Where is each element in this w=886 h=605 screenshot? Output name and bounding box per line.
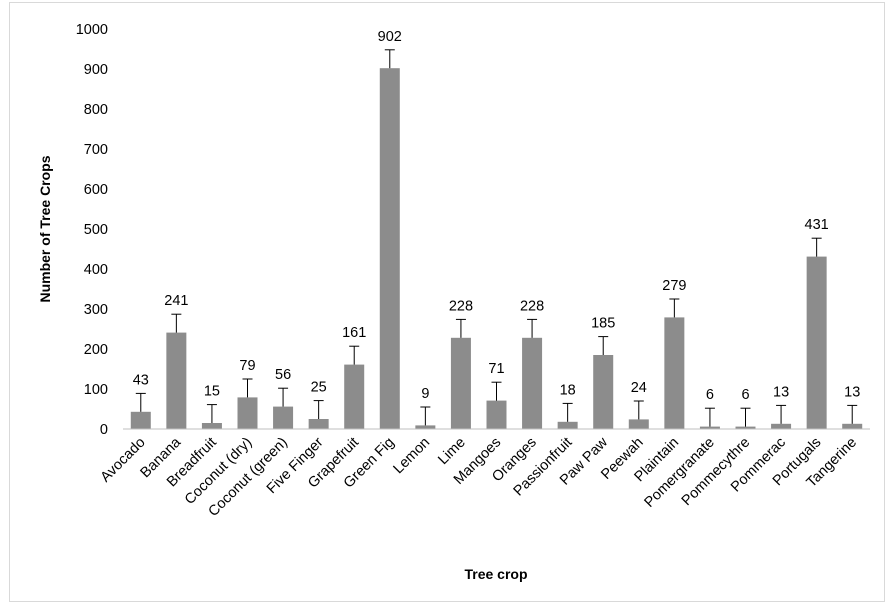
data-label: 13 (773, 384, 789, 400)
data-label: 25 (311, 380, 327, 396)
bar (593, 355, 614, 429)
x-axis-title: Tree crop (464, 566, 527, 582)
y-tick-label: 400 (84, 262, 108, 278)
data-label: 43 (133, 372, 149, 388)
bar (344, 364, 365, 429)
chart-frame (9, 2, 885, 602)
bar (557, 421, 578, 429)
data-label: 228 (520, 298, 544, 314)
data-label: 24 (631, 380, 647, 396)
bar (237, 397, 258, 429)
bar (166, 332, 187, 429)
bar (415, 425, 436, 429)
data-label: 79 (239, 358, 255, 374)
y-tick-label: 200 (84, 342, 108, 358)
y-tick-label: 300 (84, 302, 108, 318)
bar (806, 256, 827, 429)
data-label: 9 (421, 386, 429, 402)
bars (130, 68, 863, 429)
bar (450, 337, 471, 429)
y-axis-title: Number of Tree Crops (37, 155, 53, 302)
data-label: 13 (844, 384, 860, 400)
y-tick-label: 100 (84, 382, 108, 398)
data-label: 18 (560, 382, 576, 398)
bar (201, 423, 222, 429)
y-axis-ticks: 0 100 200 300 400 500 600 700 800 900 1000 (76, 22, 108, 438)
bar (130, 411, 151, 429)
data-label: 902 (378, 29, 402, 45)
bar (522, 337, 543, 429)
bar (379, 68, 400, 429)
y-tick-label: 500 (84, 222, 108, 238)
data-label: 185 (591, 316, 615, 332)
x-tick-label: Avocado (98, 435, 149, 486)
error-bars (135, 49, 858, 427)
bar (664, 317, 685, 429)
data-label: 15 (204, 384, 220, 400)
data-label: 56 (275, 367, 291, 383)
bar (735, 426, 756, 429)
y-tick-label: 900 (84, 62, 108, 78)
data-label: 71 (488, 361, 504, 377)
y-tick-label: 1000 (76, 22, 108, 38)
data-label: 6 (741, 387, 749, 403)
bar (842, 423, 863, 429)
bar (308, 419, 329, 429)
data-label: 431 (805, 217, 829, 233)
data-label: 161 (342, 325, 366, 341)
y-tick-label: 600 (84, 182, 108, 198)
y-tick-label: 800 (84, 102, 108, 118)
y-tick-label: 0 (100, 422, 108, 438)
bar (699, 426, 720, 429)
data-label: 279 (662, 278, 686, 294)
y-tick-label: 700 (84, 142, 108, 158)
data-label: 241 (164, 293, 188, 309)
bar (273, 406, 294, 429)
data-label: 228 (449, 298, 473, 314)
bar (771, 423, 792, 429)
data-label: 6 (706, 387, 714, 403)
bar (628, 419, 649, 429)
bar (486, 400, 507, 429)
data-labels: 43 241 15 79 56 25 161 902 9 228 71 228 18 185 24 279 6 6… (133, 29, 861, 403)
x-tick-label: Lemon (391, 435, 434, 478)
